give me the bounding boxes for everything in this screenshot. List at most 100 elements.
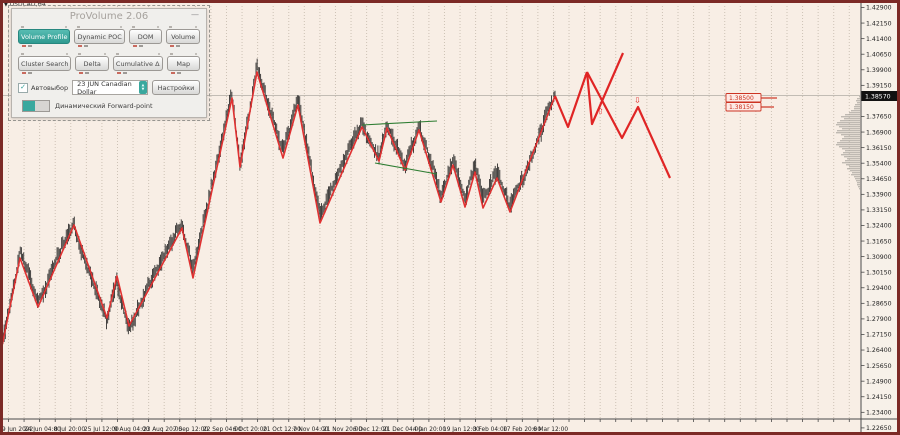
svg-text:8 Jul 20:00: 8 Jul 20:00 <box>54 427 85 433</box>
svg-text:6 Oct 20:00: 6 Oct 20:00 <box>233 427 267 433</box>
svg-text:1.26400: 1.26400 <box>866 347 892 354</box>
svg-text:1.25650: 1.25650 <box>866 363 892 370</box>
panel-button-row-1: Volume Profile Dynamic POC DOM Volume <box>12 23 206 50</box>
current-price-badge <box>861 91 900 101</box>
svg-text:4 Jan 20:00: 4 Jan 20:00 <box>413 427 446 433</box>
panel-button-volume-profile[interactable]: Volume Profile <box>18 29 71 44</box>
panel-button-cell: DOM <box>128 25 163 49</box>
price-axis-background <box>861 0 900 435</box>
svg-text:1.41400: 1.41400 <box>866 36 892 43</box>
svg-text:9 Aug 04:00: 9 Aug 04:00 <box>114 427 150 433</box>
svg-text:3 Feb 04:00: 3 Feb 04:00 <box>473 427 508 433</box>
panel-titlebar[interactable]: ProVolume 2.06 — <box>12 9 206 23</box>
minimize-icon[interactable]: — <box>191 10 199 19</box>
svg-text:1.42900: 1.42900 <box>866 5 892 12</box>
collapse-arrow-icon[interactable]: ▼ <box>4 2 8 8</box>
panel-button-dom[interactable]: DOM <box>128 29 163 44</box>
contract-select-value: 23 JUN Canadian Dollar <box>77 79 132 96</box>
forecast-marker-down-icon: ⇩ <box>634 96 641 105</box>
forecast-marker-up-icon: ⇧ <box>597 107 604 116</box>
forward-point-label[interactable]: 1.38150 <box>725 102 774 112</box>
svg-text:1.42150: 1.42150 <box>866 20 892 27</box>
panel-button-cell: Map <box>166 52 200 76</box>
svg-text:1.39900: 1.39900 <box>866 67 892 74</box>
price-axis-labels[interactable]: 1.42900 1.42150 1.41400 1.40650 1.39900 1.391… <box>861 5 892 432</box>
current-price-value: 1.38570 <box>865 93 891 100</box>
svg-text:1.22650: 1.22650 <box>866 425 892 432</box>
svg-text:19 Jan 12:00: 19 Jan 12:00 <box>443 427 480 433</box>
panel-button-row-2: Cluster Search Delta Cumulative Δ Map <box>12 50 206 77</box>
button-status-dashes <box>113 71 163 76</box>
panel-button-cell: Delta <box>75 52 109 76</box>
svg-text:21 Nov 20:00: 21 Nov 20:00 <box>323 427 362 433</box>
svg-text:1.38150: 1.38150 <box>729 104 754 111</box>
svg-text:1.38500: 1.38500 <box>729 95 754 102</box>
button-mini-icons <box>18 25 70 29</box>
svg-text:1.33150: 1.33150 <box>866 207 892 214</box>
panel-button-cell: Dynamic POC <box>74 25 125 49</box>
svg-text:1.33900: 1.33900 <box>866 192 892 199</box>
checkbox-check-icon[interactable]: ✓ <box>18 82 28 93</box>
forecast-projection <box>553 52 672 179</box>
forward-point-label[interactable]: 1.38500 <box>725 93 777 103</box>
contract-select[interactable]: 23 JUN Canadian Dollar ▲ ▼ <box>72 79 148 96</box>
toggle-knob[interactable] <box>23 101 35 111</box>
svg-text:1.40650: 1.40650 <box>866 51 892 58</box>
button-status-dashes <box>75 71 108 76</box>
panel-button-cumulative-[interactable]: Cumulative Δ <box>112 56 163 71</box>
button-mini-icons <box>166 25 200 29</box>
svg-text:1.28650: 1.28650 <box>866 301 892 308</box>
chart-symbol-label: ▼ USDCAD,H4 <box>4 1 46 8</box>
svg-text:1.23400: 1.23400 <box>866 410 892 417</box>
button-mini-icons <box>167 52 200 56</box>
zigzag-line <box>1 71 556 347</box>
svg-text:7 Nov 04:00: 7 Nov 04:00 <box>293 427 329 433</box>
button-status-dashes <box>166 44 200 49</box>
forward-point-label: Динамический Forward-point <box>55 102 153 110</box>
button-status-dashes <box>18 44 70 49</box>
svg-text:1.30900: 1.30900 <box>866 254 892 261</box>
panel-button-dynamic-poc[interactable]: Dynamic POC <box>74 29 125 44</box>
button-mini-icons <box>129 25 163 29</box>
panel-title: ProVolume 2.06 <box>69 11 149 22</box>
svg-text:1.34650: 1.34650 <box>866 176 892 183</box>
wedge-trendlines[interactable] <box>361 120 438 175</box>
panel-button-cell: Cumulative Δ <box>112 52 163 76</box>
button-mini-icons <box>18 52 71 56</box>
panel-button-map[interactable]: Map <box>166 56 200 71</box>
settings-button[interactable]: Настройки <box>152 80 200 95</box>
panel-button-volume[interactable]: Volume <box>166 29 200 44</box>
button-status-dashes <box>74 44 124 49</box>
svg-text:1.27150: 1.27150 <box>866 332 892 339</box>
svg-text:1.37650: 1.37650 <box>866 114 892 121</box>
svg-text:1.30150: 1.30150 <box>866 269 892 276</box>
svg-text:1.36900: 1.36900 <box>866 129 892 136</box>
svg-text:22 Sep 04:00: 22 Sep 04:00 <box>203 427 242 433</box>
svg-text:21 Oct 12:00: 21 Oct 12:00 <box>263 427 301 433</box>
svg-text:1.35400: 1.35400 <box>866 160 892 167</box>
svg-text:1.39150: 1.39150 <box>866 83 892 90</box>
provolume-panel[interactable]: ProVolume 2.06 — Volume Profile Dynamic P… <box>8 5 210 121</box>
svg-text:6 Mar 12:00: 6 Mar 12:00 <box>533 427 568 433</box>
volume-profile <box>836 96 860 190</box>
svg-text:6 Dec 12:00: 6 Dec 12:00 <box>353 427 389 433</box>
svg-text:1.31650: 1.31650 <box>866 238 892 245</box>
svg-text:24 Jun 04:00: 24 Jun 04:00 <box>24 427 61 433</box>
button-mini-icons <box>74 25 124 29</box>
svg-text:25 Jul 12:00: 25 Jul 12:00 <box>84 427 119 433</box>
panel-button-delta[interactable]: Delta <box>75 56 109 71</box>
autoselect-checkbox[interactable]: ✓ Автовыбор <box>18 82 68 93</box>
svg-text:1.27900: 1.27900 <box>866 316 892 323</box>
svg-text:1.36150: 1.36150 <box>866 145 892 152</box>
combo-arrows-icon[interactable]: ▲ ▼ <box>138 81 147 94</box>
svg-text:1.29400: 1.29400 <box>866 285 892 292</box>
button-status-dashes <box>129 44 163 49</box>
panel-button-cluster-search[interactable]: Cluster Search <box>18 56 72 71</box>
svg-text:7 Sep 12:00: 7 Sep 12:00 <box>173 427 208 433</box>
svg-text:1.24900: 1.24900 <box>866 378 892 385</box>
button-status-dashes <box>18 71 71 76</box>
panel-button-cell: Cluster Search <box>18 52 72 76</box>
forward-point-toggle[interactable] <box>22 100 50 112</box>
button-mini-icons <box>75 52 108 56</box>
